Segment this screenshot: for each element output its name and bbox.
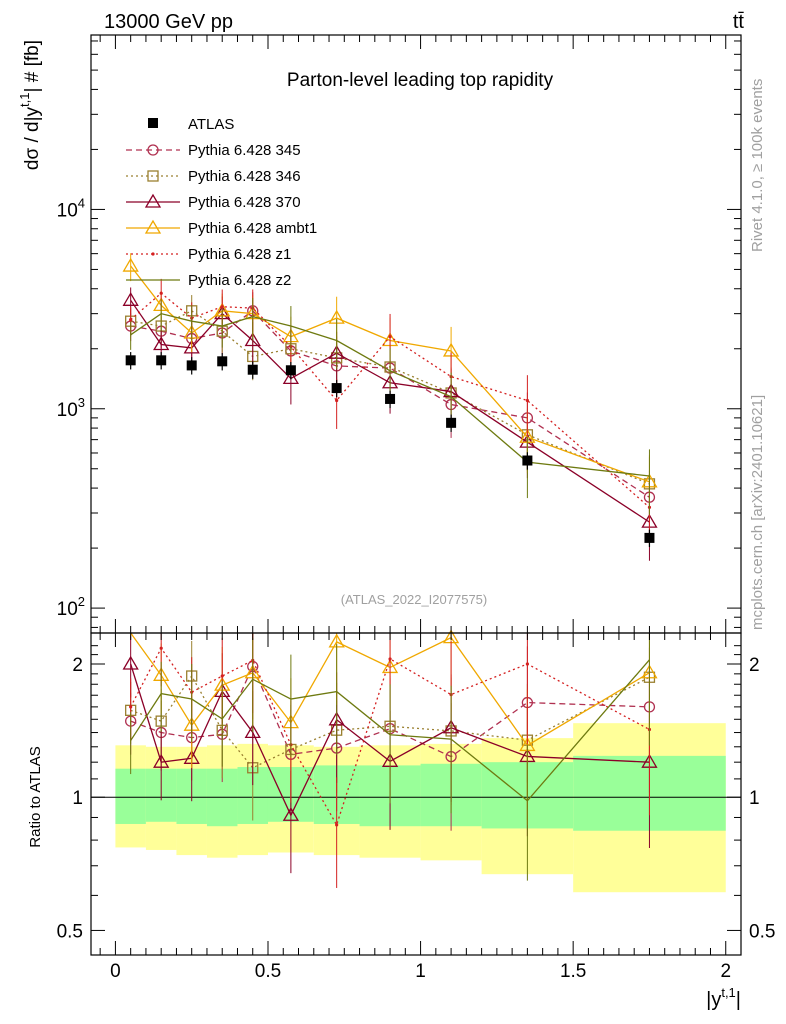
ratio-point [159, 646, 163, 650]
legend-marker [144, 219, 162, 234]
series-point [129, 318, 133, 322]
ratio-point [244, 724, 261, 739]
ratio-point [335, 823, 339, 827]
series-5 [130, 297, 650, 881]
ratio-point [129, 705, 133, 709]
uncertainty-bands [91, 723, 741, 893]
ratio-tick-label: 0.5 [57, 921, 83, 942]
legend-label: Pythia 6.428 z2 [188, 272, 291, 289]
x-tick-label: 1.5 [560, 961, 586, 982]
ratio-point [388, 657, 392, 661]
series-point [122, 292, 139, 306]
legend-entry-3: Pythia 6.428 ambt1 [126, 219, 317, 237]
series-point [244, 332, 261, 347]
legend-label: ATLAS [188, 116, 234, 133]
data-point [285, 365, 296, 376]
green-band-bin [115, 768, 146, 824]
legend-data-marker [148, 118, 158, 128]
legend-label: Pythia 6.428 ambt1 [188, 220, 317, 237]
ratio-point [525, 662, 529, 666]
data-point [644, 532, 655, 543]
legend-entry-4: Pythia 6.428 z1 [126, 246, 291, 263]
ratio-point [220, 674, 224, 678]
legend-marker [151, 252, 155, 256]
series-line [130, 292, 650, 508]
y-tick-label: 102 [57, 594, 85, 620]
series-point [335, 398, 339, 403]
ratio-frame [90, 632, 742, 956]
y-tick-label: 103 [57, 395, 85, 421]
series-point [282, 370, 300, 385]
legend-label: Pythia 6.428 z1 [188, 246, 291, 263]
mcplots-label: mcplots.cern.ch [arXiv:2401.10621] [749, 395, 766, 630]
x-axis-label: |yt,1| [706, 985, 741, 1011]
y-tick-label: 104 [57, 195, 85, 221]
x-tick-label: 1 [415, 961, 426, 982]
legend-marker [147, 170, 159, 182]
series-point [159, 291, 163, 295]
legend: ATLAS Pythia 6.428 345 Pythia 6.428 346 Pyt… [126, 116, 317, 289]
data-point [217, 356, 228, 367]
y-axis-label: dσ / d|yt,1| # [fb] [17, 40, 43, 170]
x-tick-label: 0 [110, 961, 121, 982]
series-point [525, 398, 529, 403]
series-point [122, 257, 139, 272]
series-point [183, 339, 200, 354]
rivet-label: Rivet 4.1.0, ≥ 100k events [749, 79, 766, 252]
series-point [153, 336, 170, 351]
data-point [446, 417, 457, 428]
ratio-point [122, 655, 139, 670]
data-point [385, 393, 396, 404]
ratio-tick-label: 2 [72, 655, 83, 676]
data-point [156, 355, 167, 366]
series-layer [122, 253, 658, 888]
analysis-label: (ATLAS_2022_I2077575) [341, 592, 487, 607]
legend-entry-0: Pythia 6.428 345 [126, 142, 301, 159]
data-point [247, 364, 258, 375]
axes: 102 103 104 0.5 0.5 1 1 2 2 0 0.5 1 1.5 2 |yt,1| dσ / d… [17, 34, 775, 1011]
ratio-tick-label-right: 2 [749, 655, 760, 676]
data-point [125, 355, 136, 366]
data-point [186, 360, 197, 371]
legend-label: Pythia 6.428 345 [188, 142, 301, 159]
legend-label: Pythia 6.428 346 [188, 168, 301, 185]
ratio-ylabel: Ratio to ATLAS [27, 746, 44, 847]
atlas-data [125, 352, 655, 548]
series-point [388, 335, 392, 339]
legend-marker [147, 144, 159, 156]
legend-entry-atlas: ATLAS [148, 116, 234, 133]
header-left: 13000 GeV pp [104, 11, 233, 33]
legend-entry-2: Pythia 6.428 370 [126, 193, 301, 211]
ratio-tick-label-right: 1 [749, 788, 760, 809]
header-right: tt̄ [733, 11, 745, 33]
x-tick-label: 2 [720, 961, 731, 982]
chart-title: Parton-level leading top rapidity [287, 70, 554, 91]
legend-marker [144, 193, 162, 208]
legend-entry-5: Pythia 6.428 z2 [126, 272, 291, 289]
ratio-point [282, 806, 300, 821]
x-tick-label: 0.5 [255, 961, 281, 982]
series-point [220, 305, 224, 309]
data-point [522, 455, 533, 466]
ratio-tick-label: 1 [72, 788, 83, 809]
ratio-point [153, 753, 170, 768]
ratio-tick-label-right: 0.5 [749, 921, 775, 942]
legend-entry-1: Pythia 6.428 346 [126, 168, 301, 185]
legend-label: Pythia 6.428 370 [188, 194, 301, 211]
data-point [331, 383, 342, 394]
